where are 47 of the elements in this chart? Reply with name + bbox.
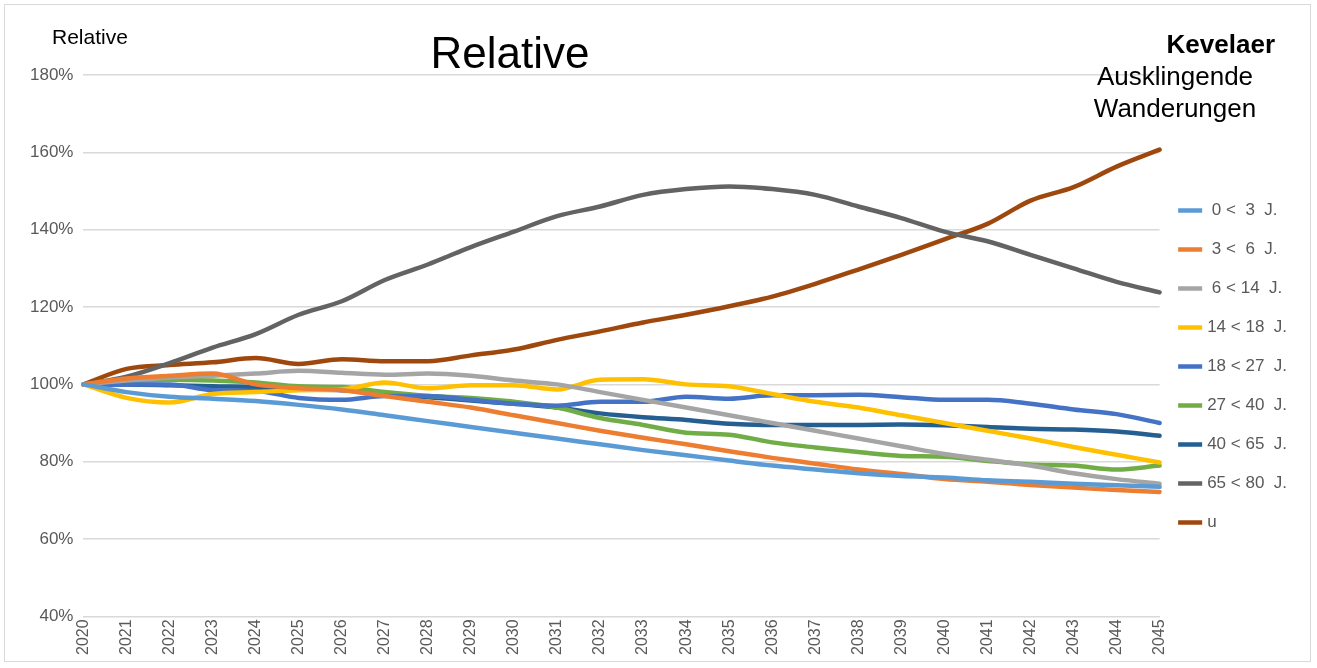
x-tick-label: 2037 bbox=[805, 619, 823, 655]
x-tick-label: 2024 bbox=[246, 619, 264, 655]
legend-label: 0 < 3 J. bbox=[1207, 200, 1278, 220]
x-tick-label: 2042 bbox=[1020, 619, 1038, 655]
y-tick-label: 160% bbox=[30, 142, 74, 162]
text: Kevelaer bbox=[1165, 28, 1275, 60]
legend-label: 40 < 65 J. bbox=[1207, 434, 1288, 454]
legend-label: 65 < 80 J. bbox=[1207, 473, 1288, 493]
legend-label: 27 < 40 J. bbox=[1207, 395, 1288, 415]
legend-label: 14 < 18 J. bbox=[1207, 317, 1288, 337]
x-tick-label: 2038 bbox=[848, 619, 866, 655]
annotation: Ausklingende Wanderungen bbox=[1092, 60, 1258, 124]
x-tick-label: 2039 bbox=[891, 619, 909, 655]
x-tick-label: 2044 bbox=[1107, 619, 1124, 655]
y-tick-label: 100% bbox=[30, 374, 74, 394]
chart-title: Relative bbox=[429, 28, 591, 78]
x-tick-label: 2027 bbox=[375, 619, 393, 655]
x-tick-label: 2021 bbox=[116, 619, 134, 655]
x-tick-label: 2022 bbox=[159, 619, 177, 655]
x-tick-label: 2023 bbox=[203, 619, 221, 655]
x-tick-label: 2041 bbox=[977, 619, 995, 655]
x-tick-label: 2029 bbox=[461, 619, 479, 655]
x-tick-label: 2025 bbox=[289, 619, 307, 655]
y-tick-label: 140% bbox=[30, 219, 74, 239]
x-tick-label: 2043 bbox=[1063, 619, 1081, 655]
x-tick-label: 2028 bbox=[418, 619, 436, 655]
x-tick-label: 2040 bbox=[934, 619, 952, 655]
x-tick-label: 2035 bbox=[719, 619, 737, 655]
x-tick-label: 2032 bbox=[590, 619, 608, 655]
y-tick-label: 180% bbox=[30, 64, 74, 84]
legend-label: 3 < 6 J. bbox=[1207, 239, 1278, 259]
x-tick-label: 2026 bbox=[332, 619, 350, 655]
legend-label: 6 < 14 J. bbox=[1207, 278, 1283, 298]
x-tick-label: 2031 bbox=[547, 619, 565, 655]
x-tick-label: 2020 bbox=[73, 619, 91, 655]
x-tick-label: 2034 bbox=[676, 619, 694, 655]
legend-label: u bbox=[1207, 512, 1217, 532]
legend-label: 18 < 27 J. bbox=[1207, 356, 1288, 376]
y-tick-label: 120% bbox=[30, 296, 74, 316]
x-tick-label: 2045 bbox=[1150, 619, 1168, 655]
y-tick-label: 60% bbox=[39, 528, 74, 548]
y-tick-label: 40% bbox=[39, 606, 74, 626]
x-tick-label: 2036 bbox=[762, 619, 780, 655]
y-tick-label: 80% bbox=[39, 451, 74, 471]
x-tick-label: 2030 bbox=[504, 619, 522, 655]
y-axis-title: Relative bbox=[52, 25, 128, 49]
x-tick-label: 2033 bbox=[633, 619, 651, 655]
